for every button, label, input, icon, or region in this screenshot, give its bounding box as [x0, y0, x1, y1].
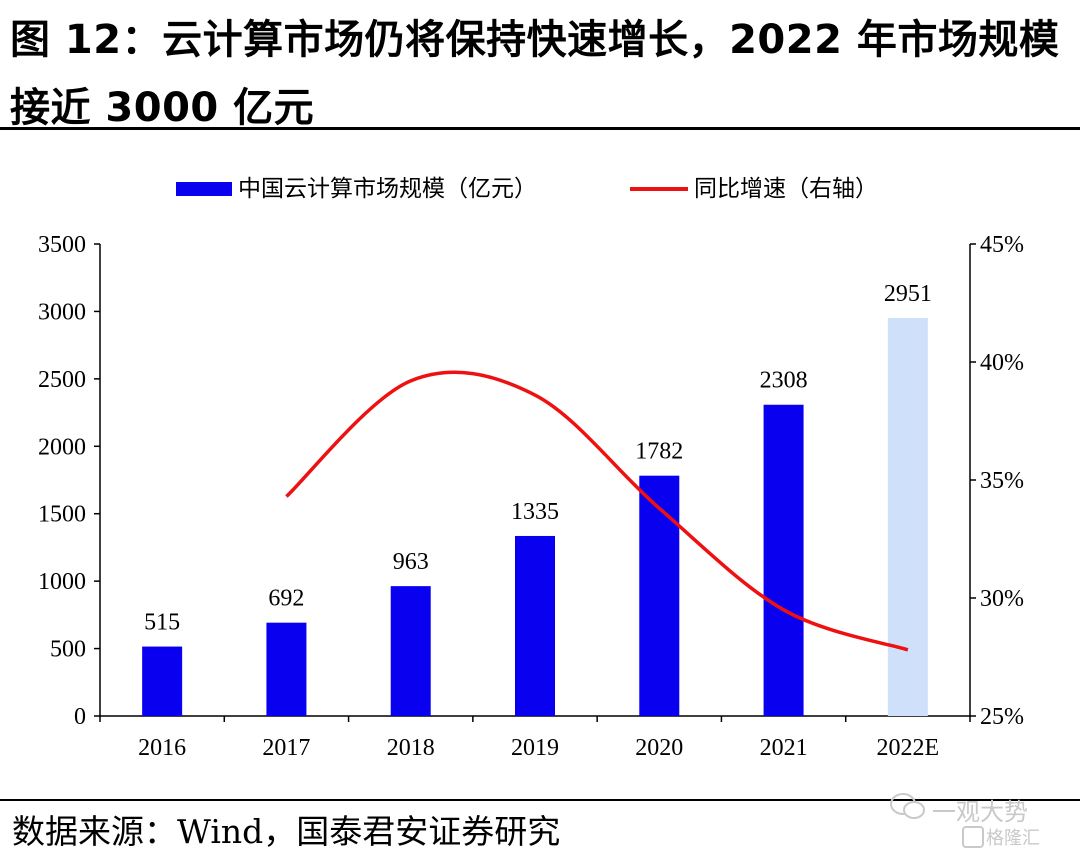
left-tick-label: 3000: [38, 299, 86, 325]
legend: 中国云计算市场规模（亿元） 同比增速（右轴）: [176, 176, 878, 202]
source-rule: [0, 799, 1080, 801]
bar: [266, 622, 307, 716]
legend-label-bar: 中国云计算市场规模（亿元）: [238, 176, 537, 202]
left-tick-label: 1500: [38, 502, 86, 528]
bar: [390, 586, 431, 716]
x-tick-label: 2018: [387, 735, 435, 761]
data-label: 2308: [760, 368, 808, 394]
watermark-line1: 一观大势: [932, 798, 1028, 826]
watermark-line2: 格隆汇: [986, 828, 1040, 849]
x-tick-label: 2020: [635, 735, 683, 761]
data-label: 1782: [635, 439, 683, 465]
data-label: 515: [144, 610, 180, 636]
title-rule: [0, 127, 1080, 130]
x-tick-label: 2019: [511, 735, 559, 761]
x-tick-label: 2017: [262, 735, 310, 761]
legend-label-line: 同比增速（右轴）: [694, 176, 878, 202]
bar: [763, 404, 804, 716]
growth-rate-line: [285, 370, 909, 652]
bar: [142, 646, 183, 716]
right-tick-label: 30%: [980, 586, 1024, 612]
wechat-icon: [890, 793, 925, 819]
x-tick-label: 2021: [760, 735, 808, 761]
left-tick-label: 500: [50, 637, 86, 663]
right-tick-label: 40%: [980, 350, 1024, 376]
left-tick-label: 0: [74, 704, 86, 730]
data-label: 692: [268, 586, 304, 612]
bar: [887, 318, 928, 716]
chart-title: 图 12：云计算市场仍将保持快速增长，2022 年市场规模接近 3000 亿元: [10, 17, 1060, 131]
data-label: 2951: [884, 281, 932, 307]
bar: [515, 535, 555, 716]
x-tick-label: 2022E: [877, 735, 940, 761]
left-tick-label: 2500: [38, 367, 86, 393]
left-tick-label: 2000: [38, 434, 86, 460]
left-tick-label: 1000: [38, 569, 86, 595]
bar: [639, 475, 680, 716]
data-label: 1335: [511, 499, 559, 525]
data-label: 963: [393, 549, 429, 575]
source-note: 数据来源：Wind，国泰君安证券研究: [12, 812, 561, 851]
watermark-logo-icon: [962, 826, 984, 848]
watermark: 一观大势 格隆汇: [888, 786, 1058, 850]
x-tick-label: 2016: [138, 735, 186, 761]
right-tick-label: 35%: [980, 468, 1024, 494]
right-tick-label: 25%: [980, 704, 1024, 730]
right-tick-label: 45%: [980, 232, 1024, 258]
left-tick-label: 3500: [38, 232, 86, 258]
plot-area: 0 500 1000 1500 2000 2500 3000 3500 25% 30% 35% 40%…: [38, 232, 1024, 761]
chart: 中国云计算市场规模（亿元） 同比增速（右轴） 0 500 1000 1500 2000 2…: [38, 176, 1024, 761]
legend-swatch-bar: [176, 182, 232, 196]
